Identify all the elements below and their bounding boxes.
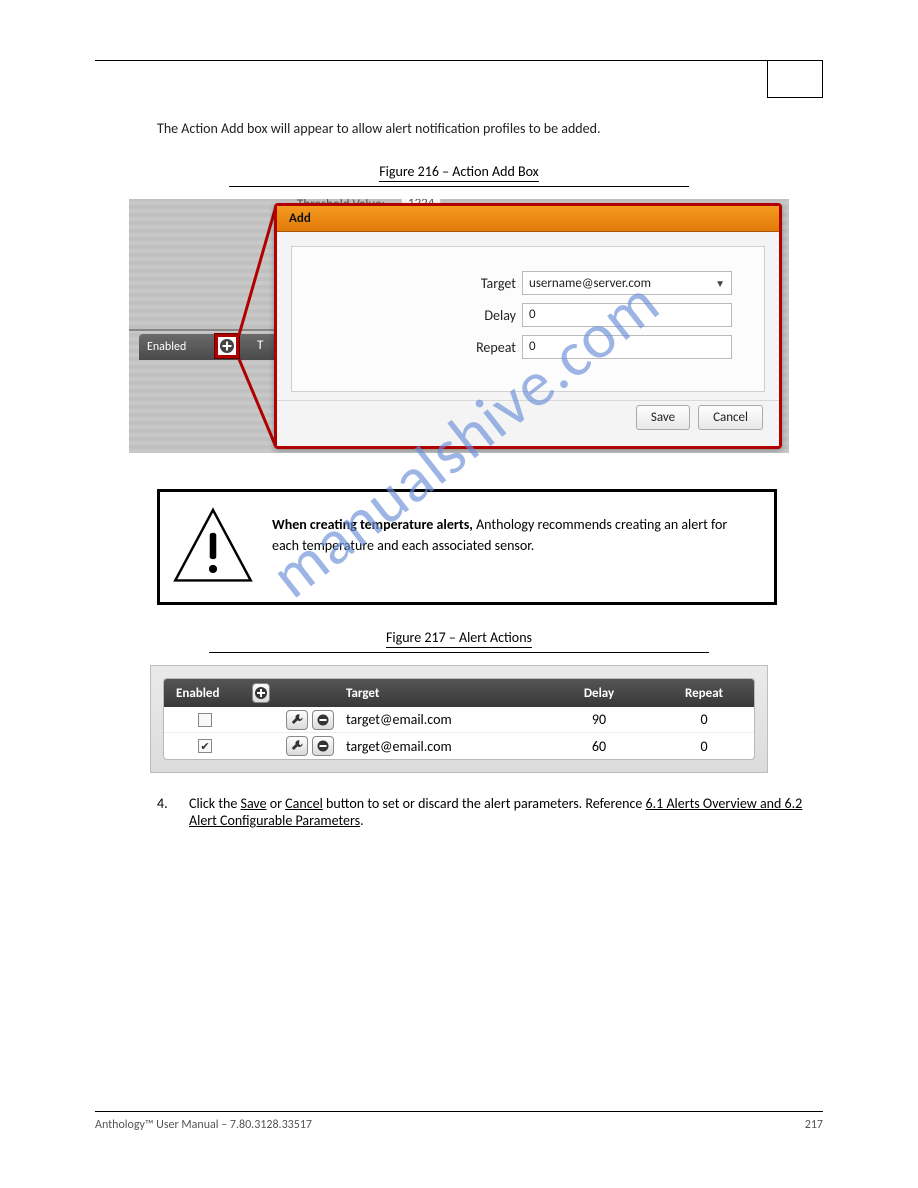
target-label: Target: [312, 275, 522, 292]
table-header: Enabled Target Delay Repeat: [164, 679, 754, 707]
page-footer: Anthology™ User Manual – 7.80.3128.33517…: [95, 1111, 823, 1132]
table-row: target@email.com 90 0: [164, 707, 754, 733]
body-text-1: The Action Add box will appear to allow …: [157, 118, 823, 139]
minus-icon: [317, 714, 329, 726]
col-repeat: Repeat: [654, 686, 754, 701]
target-select[interactable]: username@server.com ▼: [522, 271, 732, 295]
add-dialog: Add Target username@server.com ▼ Delay 0…: [274, 203, 782, 449]
cancel-underline: Cancel: [285, 795, 323, 812]
figure1-caption: Figure 216 – Action Add Box: [95, 163, 823, 180]
figure1-screenshot: Threshold Value: 1224 Enabled T Add Targ…: [129, 199, 789, 453]
alert-actions-table: Enabled Target Delay Repeat: [163, 678, 755, 760]
figure2-underline: [209, 652, 709, 653]
chevron-down-icon: ▼: [715, 277, 725, 290]
save-underline: Save: [241, 795, 267, 812]
figure2-screenshot: Enabled Target Delay Repeat: [150, 665, 768, 773]
footer-right: 217: [805, 1118, 823, 1132]
target-value: username@server.com: [529, 276, 651, 291]
warning-text: When creating temperature alerts, Anthol…: [272, 504, 756, 556]
plus-icon: [254, 686, 268, 700]
figure1-underline: [229, 186, 689, 187]
dialog-title: Add: [277, 206, 779, 232]
cell-target: target@email.com: [340, 738, 544, 755]
col-delay: Delay: [544, 686, 654, 701]
delay-label: Delay: [312, 307, 522, 324]
wrench-icon: [291, 740, 303, 752]
repeat-label: Repeat: [312, 339, 522, 356]
edit-button[interactable]: [286, 736, 308, 756]
cell-delay: 60: [544, 738, 654, 755]
delete-button[interactable]: [312, 736, 334, 756]
list-num: 4.: [157, 795, 189, 829]
cell-target: target@email.com: [340, 711, 544, 728]
wrench-icon: [291, 714, 303, 726]
add-action-button[interactable]: [252, 683, 270, 703]
warning-box: When creating temperature alerts, Anthol…: [157, 489, 777, 605]
cell-repeat: 0: [654, 711, 754, 728]
header-rule: [95, 60, 823, 98]
header-page-box: [767, 60, 823, 98]
add-column: [246, 683, 276, 703]
cancel-button[interactable]: Cancel: [698, 405, 763, 430]
enabled-checkbox[interactable]: ✔: [198, 739, 212, 753]
cell-repeat: 0: [654, 738, 754, 755]
dialog-footer: Save Cancel: [277, 400, 779, 440]
figure2-caption: Figure 217 – Alert Actions: [95, 629, 823, 646]
table-row: ✔ target@email.com 60 0: [164, 733, 754, 759]
minus-icon: [317, 740, 329, 752]
repeat-input[interactable]: 0: [522, 335, 732, 359]
delete-button[interactable]: [312, 710, 334, 730]
col-enabled: Enabled: [164, 686, 246, 701]
list-body: Click the Save or Cancel button to set o…: [189, 795, 823, 829]
warning-bold: When creating temperature alerts,: [272, 516, 473, 533]
cell-delay: 90: [544, 711, 654, 728]
warning-icon: [172, 504, 254, 588]
enabled-checkbox[interactable]: [198, 713, 212, 727]
edit-button[interactable]: [286, 710, 308, 730]
col-target: Target: [340, 686, 544, 701]
list-item-4: 4. Click the Save or Cancel button to se…: [157, 795, 823, 829]
save-button[interactable]: Save: [636, 405, 690, 430]
dialog-body: Target username@server.com ▼ Delay 0 Rep…: [291, 246, 765, 392]
footer-left: Anthology™ User Manual – 7.80.3128.33517: [95, 1118, 312, 1132]
delay-input[interactable]: 0: [522, 303, 732, 327]
